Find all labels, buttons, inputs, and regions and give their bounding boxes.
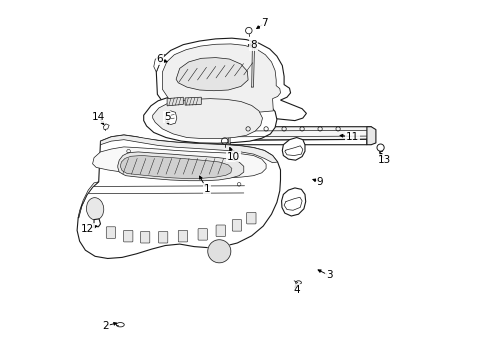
FancyBboxPatch shape xyxy=(246,212,256,224)
Ellipse shape xyxy=(86,198,103,220)
Text: 4: 4 xyxy=(293,285,300,295)
Polygon shape xyxy=(230,127,370,140)
Text: 7: 7 xyxy=(261,18,267,28)
FancyBboxPatch shape xyxy=(158,231,167,243)
Ellipse shape xyxy=(295,281,301,284)
Polygon shape xyxy=(94,219,101,227)
Text: 12: 12 xyxy=(81,224,94,234)
Circle shape xyxy=(207,240,230,263)
Polygon shape xyxy=(230,139,366,145)
Text: 2: 2 xyxy=(102,321,109,331)
Polygon shape xyxy=(165,111,177,125)
Polygon shape xyxy=(77,135,280,258)
Polygon shape xyxy=(120,156,231,179)
Polygon shape xyxy=(185,97,201,105)
Text: 1: 1 xyxy=(203,184,209,194)
Text: 9: 9 xyxy=(316,177,323,187)
FancyBboxPatch shape xyxy=(216,225,225,237)
FancyBboxPatch shape xyxy=(123,230,133,242)
FancyBboxPatch shape xyxy=(178,230,187,242)
FancyBboxPatch shape xyxy=(140,231,149,243)
Text: 8: 8 xyxy=(250,40,256,50)
Polygon shape xyxy=(282,138,305,160)
FancyBboxPatch shape xyxy=(106,227,115,238)
FancyBboxPatch shape xyxy=(232,220,241,231)
Text: 14: 14 xyxy=(92,112,105,122)
Polygon shape xyxy=(152,99,262,139)
Polygon shape xyxy=(162,44,280,112)
Polygon shape xyxy=(118,152,244,181)
Text: 6: 6 xyxy=(156,54,163,64)
Polygon shape xyxy=(78,182,99,218)
Polygon shape xyxy=(101,135,277,163)
Polygon shape xyxy=(176,58,247,91)
FancyBboxPatch shape xyxy=(198,229,207,240)
Polygon shape xyxy=(103,124,109,130)
Text: 5: 5 xyxy=(163,112,170,122)
Polygon shape xyxy=(156,38,306,121)
Polygon shape xyxy=(228,127,230,145)
Polygon shape xyxy=(153,55,165,72)
Polygon shape xyxy=(366,127,375,145)
Text: 10: 10 xyxy=(226,152,240,162)
Text: 3: 3 xyxy=(325,270,332,280)
Text: 13: 13 xyxy=(378,155,391,165)
Polygon shape xyxy=(92,147,265,179)
Polygon shape xyxy=(167,97,183,106)
Ellipse shape xyxy=(116,323,124,327)
Polygon shape xyxy=(281,188,305,216)
Polygon shape xyxy=(143,93,276,143)
Text: 11: 11 xyxy=(345,132,358,142)
